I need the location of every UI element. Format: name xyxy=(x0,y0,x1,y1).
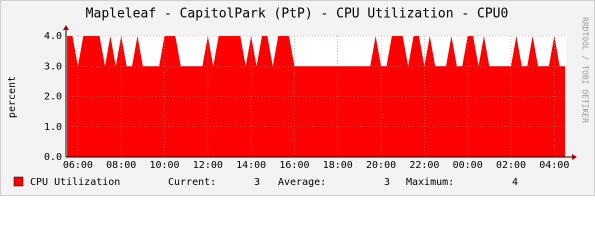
x-tick-label: 02:00 xyxy=(496,160,526,171)
stat-value: 3 xyxy=(254,177,260,188)
y-tick-label: 1.0 xyxy=(44,122,62,133)
y-axis-label: percent xyxy=(7,76,18,118)
side-text: RRDTOOL / TOBI OETIKER xyxy=(581,17,590,123)
x-tick-label: 22:00 xyxy=(409,160,439,171)
stat-label: Average: xyxy=(278,177,326,188)
stat-value: 3 xyxy=(384,177,390,188)
x-tick-label: 18:00 xyxy=(323,160,353,171)
x-tick-label: 04:00 xyxy=(539,160,569,171)
stat-label: Current: xyxy=(168,177,216,188)
legend-label: CPU Utilization xyxy=(30,177,120,188)
x-tick-label: 06:00 xyxy=(63,160,93,171)
x-tick-label: 14:00 xyxy=(236,160,266,171)
y-tick-label: 2.0 xyxy=(44,92,62,103)
axis-arrow xyxy=(63,25,69,30)
x-tick-label: 20:00 xyxy=(366,160,396,171)
x-tick-label: 08:00 xyxy=(106,160,136,171)
chart: Mapleleaf - CapitolPark (PtP) - CPU Util… xyxy=(0,0,595,196)
x-tick-label: 12:00 xyxy=(193,160,223,171)
x-tick-label: 00:00 xyxy=(453,160,483,171)
axis-arrow xyxy=(572,154,577,160)
y-tick-label: 3.0 xyxy=(44,61,62,72)
stat-value: 4 xyxy=(512,177,518,188)
area xyxy=(67,36,566,157)
y-tick-label: 0.0 xyxy=(44,152,62,163)
x-tick-label: 16:00 xyxy=(279,160,309,171)
legend-swatch xyxy=(13,176,24,187)
y-tick-label: 4.0 xyxy=(44,31,62,42)
chart-title: Mapleleaf - CapitolPark (PtP) - CPU Util… xyxy=(86,7,509,22)
x-tick-label: 10:00 xyxy=(149,160,179,171)
stat-label: Maximum: xyxy=(406,177,454,188)
